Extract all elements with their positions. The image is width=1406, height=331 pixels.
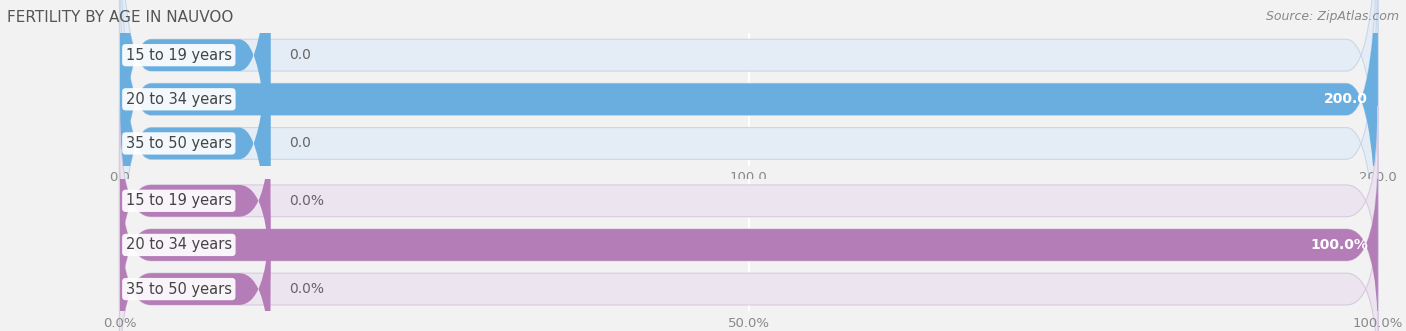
Text: 20 to 34 years: 20 to 34 years xyxy=(125,237,232,253)
FancyBboxPatch shape xyxy=(120,195,270,331)
Text: 35 to 50 years: 35 to 50 years xyxy=(125,282,232,297)
FancyBboxPatch shape xyxy=(120,0,1378,331)
FancyBboxPatch shape xyxy=(120,0,1378,304)
Text: 15 to 19 years: 15 to 19 years xyxy=(125,48,232,63)
FancyBboxPatch shape xyxy=(120,151,1378,331)
FancyBboxPatch shape xyxy=(120,0,1378,304)
Text: 0.0%: 0.0% xyxy=(290,282,325,296)
FancyBboxPatch shape xyxy=(120,0,270,260)
FancyBboxPatch shape xyxy=(120,106,270,295)
Text: 0.0: 0.0 xyxy=(290,48,311,62)
Text: 100.0%: 100.0% xyxy=(1310,238,1368,252)
FancyBboxPatch shape xyxy=(120,151,1378,331)
FancyBboxPatch shape xyxy=(120,195,1378,331)
FancyBboxPatch shape xyxy=(120,0,1378,260)
Text: 15 to 19 years: 15 to 19 years xyxy=(125,193,232,208)
Text: Source: ZipAtlas.com: Source: ZipAtlas.com xyxy=(1265,10,1399,23)
Text: 200.0: 200.0 xyxy=(1324,92,1368,106)
Text: FERTILITY BY AGE IN NAUVOO: FERTILITY BY AGE IN NAUVOO xyxy=(7,10,233,25)
Text: 0.0%: 0.0% xyxy=(290,194,325,208)
Text: 35 to 50 years: 35 to 50 years xyxy=(125,136,232,151)
FancyBboxPatch shape xyxy=(120,0,270,331)
Text: 20 to 34 years: 20 to 34 years xyxy=(125,92,232,107)
Text: 0.0: 0.0 xyxy=(290,136,311,150)
FancyBboxPatch shape xyxy=(120,106,1378,295)
